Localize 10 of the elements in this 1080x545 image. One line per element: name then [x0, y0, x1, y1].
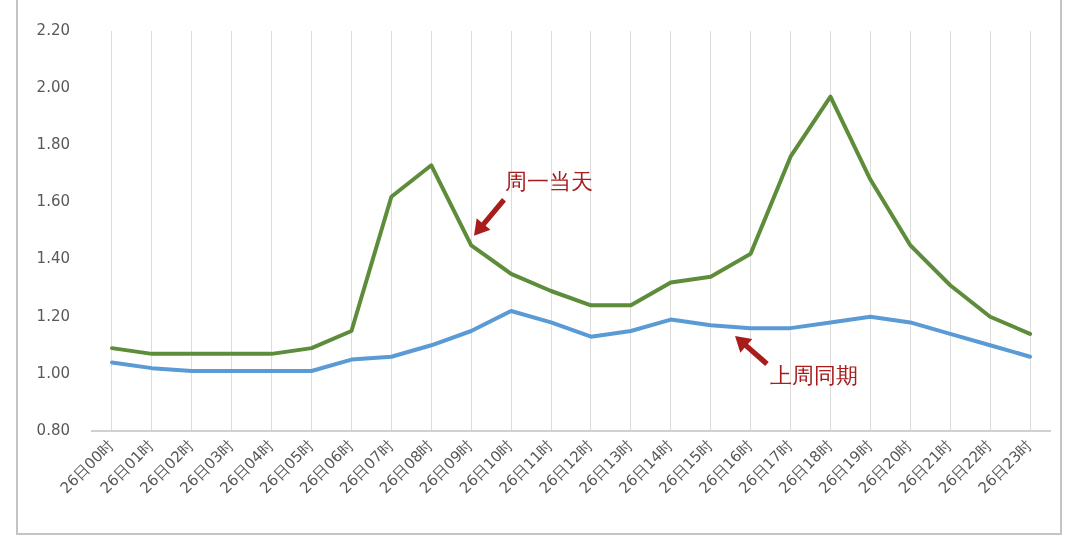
text: 周一当天 — [505, 169, 594, 194]
y-tick-label: 2.00 — [36, 78, 70, 97]
y-tick-label: 1.20 — [36, 306, 70, 325]
y-tick-label: 0.80 — [36, 420, 70, 439]
y-tick-label: 2.20 — [36, 20, 70, 39]
y-tick-label: 1.00 — [36, 363, 70, 382]
series-label: 上周同期 — [769, 362, 858, 388]
y-tick-label: 1.80 — [36, 135, 70, 154]
y-tick-label: 1.40 — [36, 249, 70, 268]
y-tick-label: 1.60 — [36, 192, 70, 211]
